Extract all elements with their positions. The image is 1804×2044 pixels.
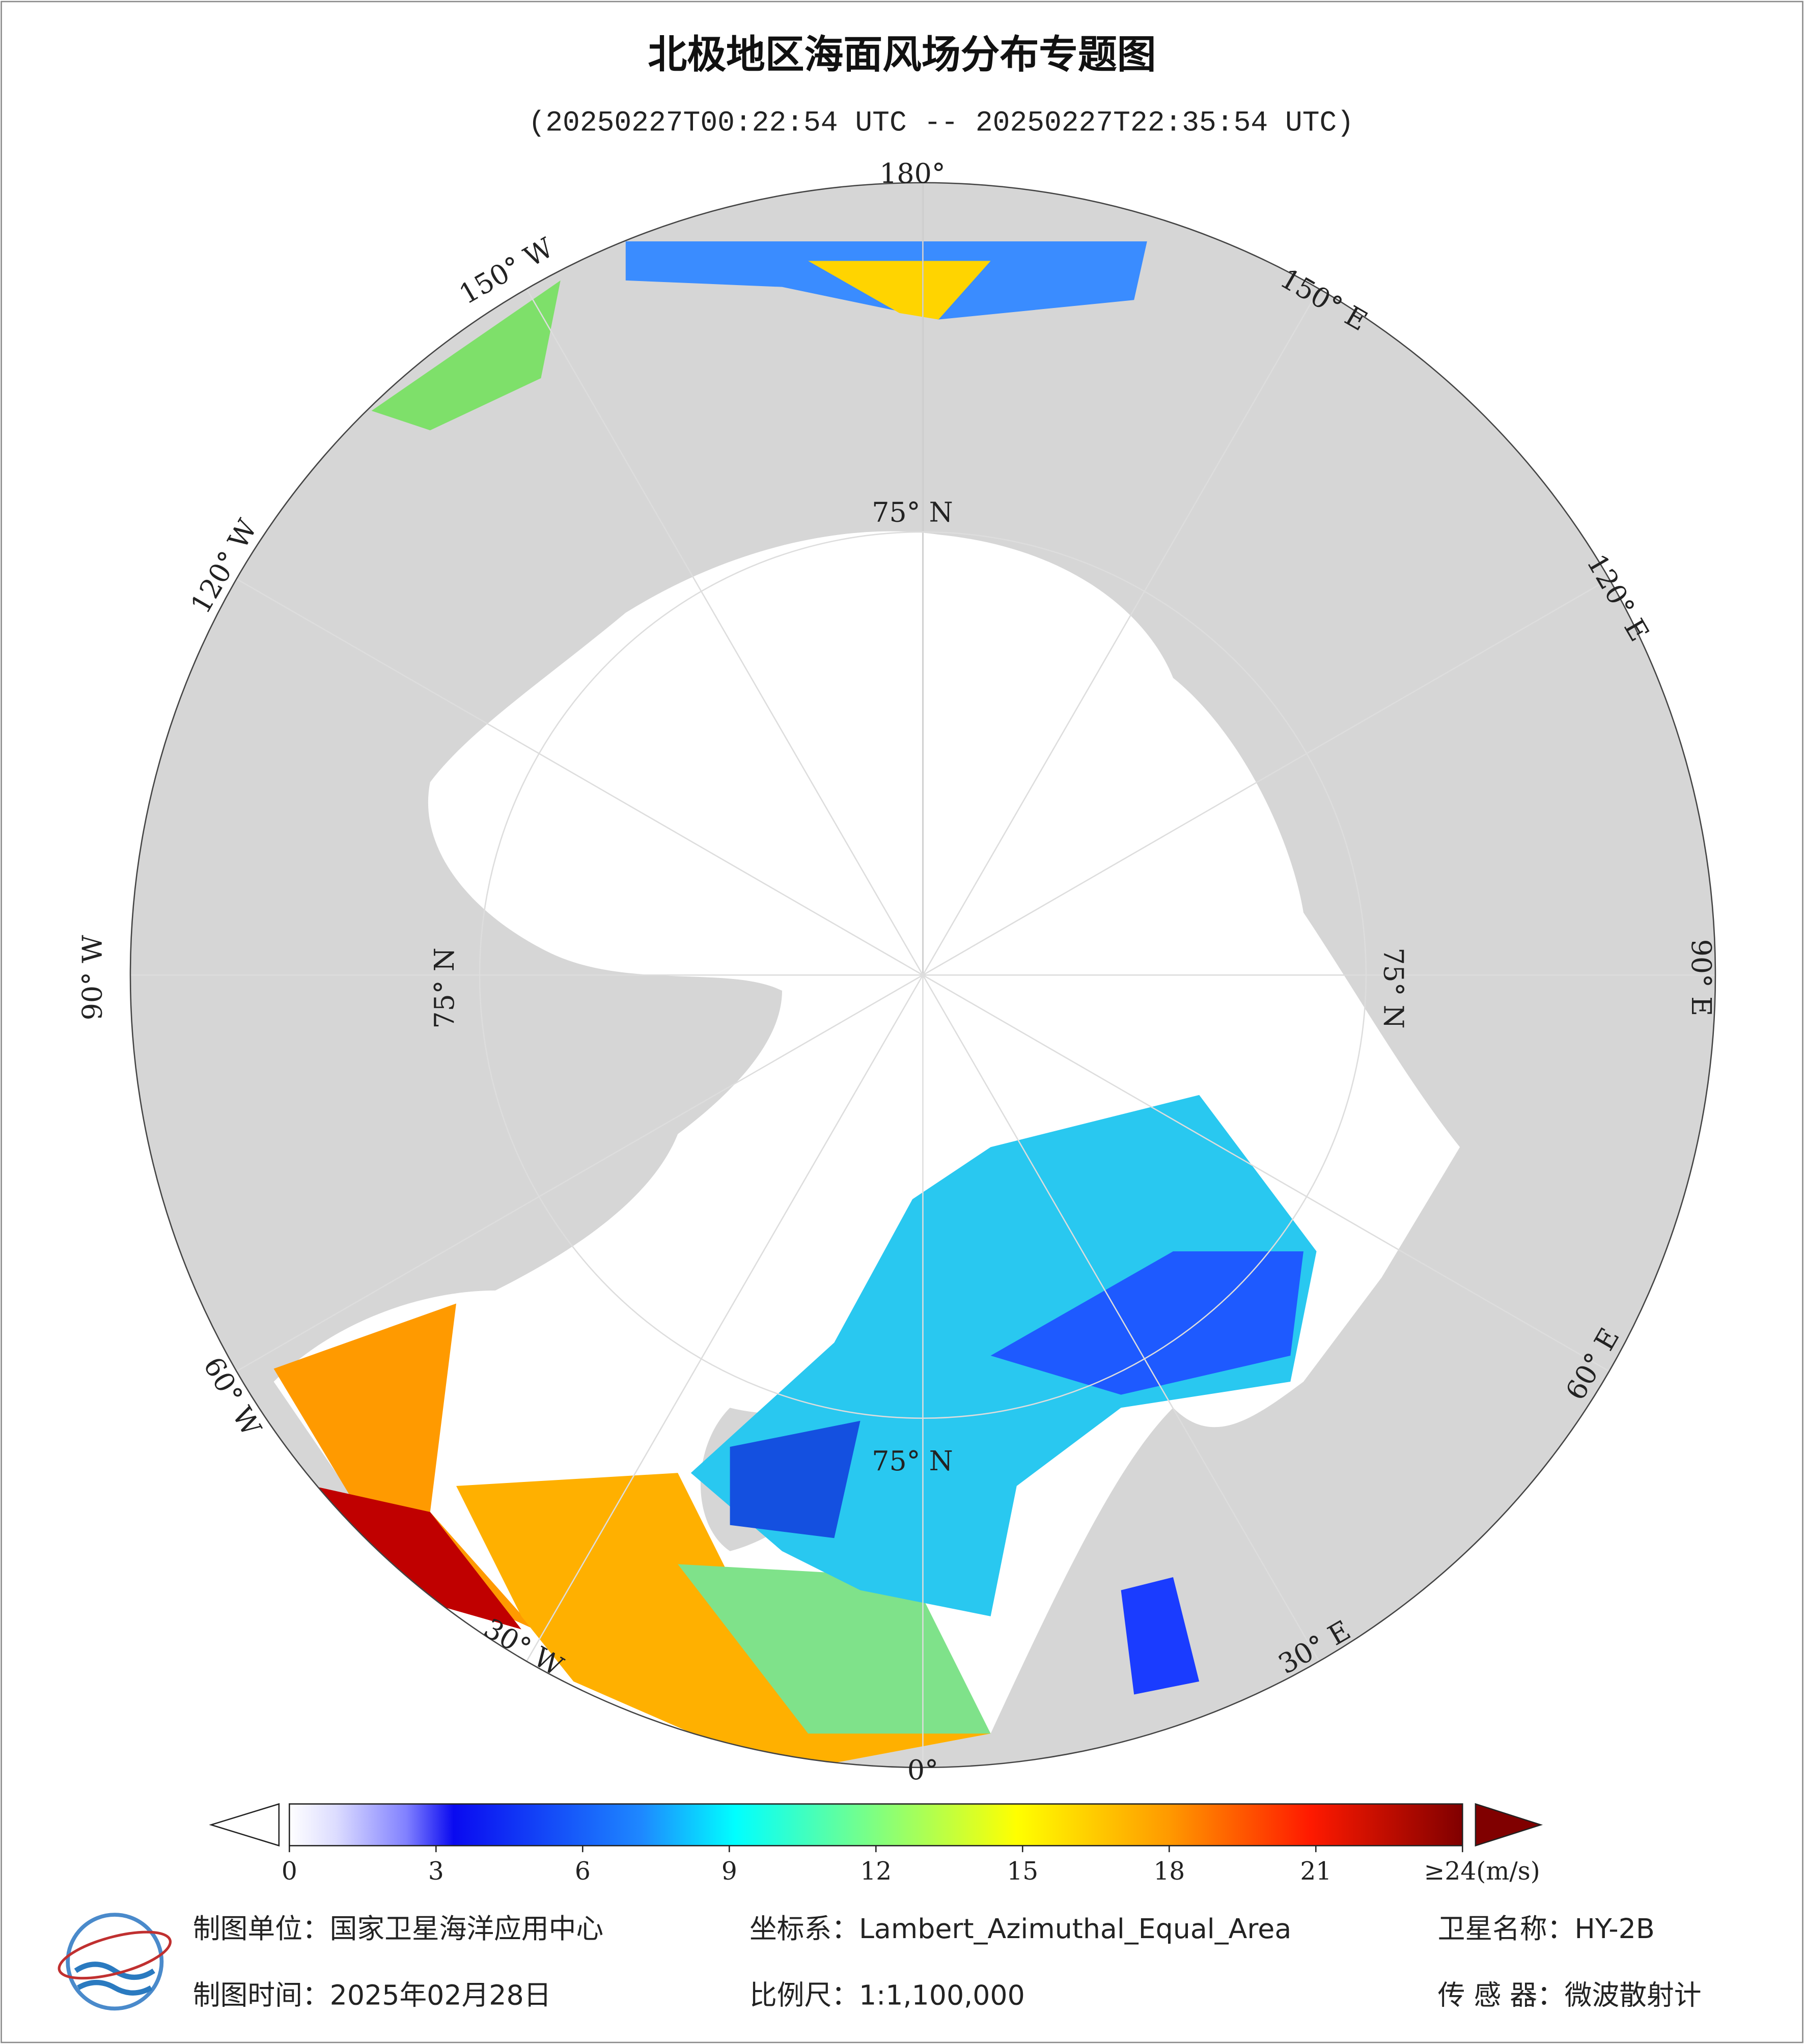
colorbar-tick-label: 21 bbox=[1300, 1857, 1331, 1886]
meridian bbox=[922, 288, 1320, 975]
lat-label: 75° N bbox=[428, 947, 460, 1028]
meridian bbox=[526, 288, 924, 975]
colorbar-under bbox=[209, 1803, 280, 1847]
wind-field bbox=[678, 1564, 991, 1734]
colorbar-tick-label: 3 bbox=[428, 1857, 444, 1886]
meridian bbox=[922, 974, 1610, 1372]
footer-unit: 制图单位：国家卫星海洋应用中心 bbox=[193, 1913, 603, 1945]
colorbar-tick-label: 6 bbox=[575, 1857, 591, 1886]
lat-label: 75° N bbox=[872, 1445, 953, 1477]
lat-label: 75° N bbox=[1378, 947, 1410, 1028]
wind-field bbox=[273, 1303, 535, 1630]
subtitle: (20250227T00:22:54 UTC -- 20250227T22:35… bbox=[528, 106, 1354, 139]
colorbar-tick-label: ≥24(m/s) bbox=[1424, 1857, 1540, 1886]
lon-label: 90° W bbox=[76, 935, 108, 1020]
graticule bbox=[130, 182, 1715, 1768]
wind-field bbox=[730, 1420, 861, 1538]
lon-label: 180° bbox=[879, 157, 945, 189]
wind-field bbox=[808, 261, 991, 320]
meridian bbox=[236, 974, 924, 1372]
meridian bbox=[922, 974, 1320, 1662]
lat-label: 75° N bbox=[872, 496, 953, 528]
colorbar-tick-label: 15 bbox=[1007, 1857, 1038, 1886]
meridian bbox=[526, 974, 924, 1662]
meridian bbox=[236, 578, 924, 976]
footer-crs: 坐标系：Lambert_Azimuthal_Equal_Area bbox=[750, 1913, 1291, 1945]
wind-field bbox=[990, 1251, 1303, 1395]
wind-field bbox=[1121, 1577, 1200, 1695]
colorbar-tick-label: 12 bbox=[860, 1857, 892, 1886]
footer-date: 制图时间：2025年02月28日 bbox=[193, 1979, 551, 2011]
map-border bbox=[129, 182, 1716, 1769]
footer-scale: 比例尺：1:1,100,000 bbox=[750, 1979, 1025, 2011]
footer-satellite: 卫星名称：HY-2B bbox=[1438, 1913, 1655, 1945]
lon-label: 90° E bbox=[1685, 939, 1717, 1017]
title: 北极地区海面风场分布专题图 bbox=[648, 33, 1156, 78]
wind-field bbox=[371, 280, 561, 431]
meridian bbox=[922, 578, 1610, 976]
parallel bbox=[479, 531, 1367, 1419]
colorbar-tick-label: 18 bbox=[1153, 1857, 1185, 1886]
colorbar-over bbox=[1475, 1803, 1543, 1847]
logo bbox=[58, 1913, 172, 2011]
colorbar-ticks: 0 3 6 9 12 15 18 21 ≥24(m/s) bbox=[282, 1845, 1540, 1886]
colorbar-tick-label: 9 bbox=[721, 1857, 737, 1886]
footer-sensor: 传 感 器：微波散射计 bbox=[1438, 1979, 1702, 2011]
wind-field bbox=[313, 1486, 521, 1630]
colorbar bbox=[289, 1803, 1463, 1846]
ocean bbox=[273, 531, 1460, 1768]
lon-label: 0° bbox=[907, 1754, 938, 1786]
colorbar-tick-label: 0 bbox=[282, 1857, 297, 1886]
